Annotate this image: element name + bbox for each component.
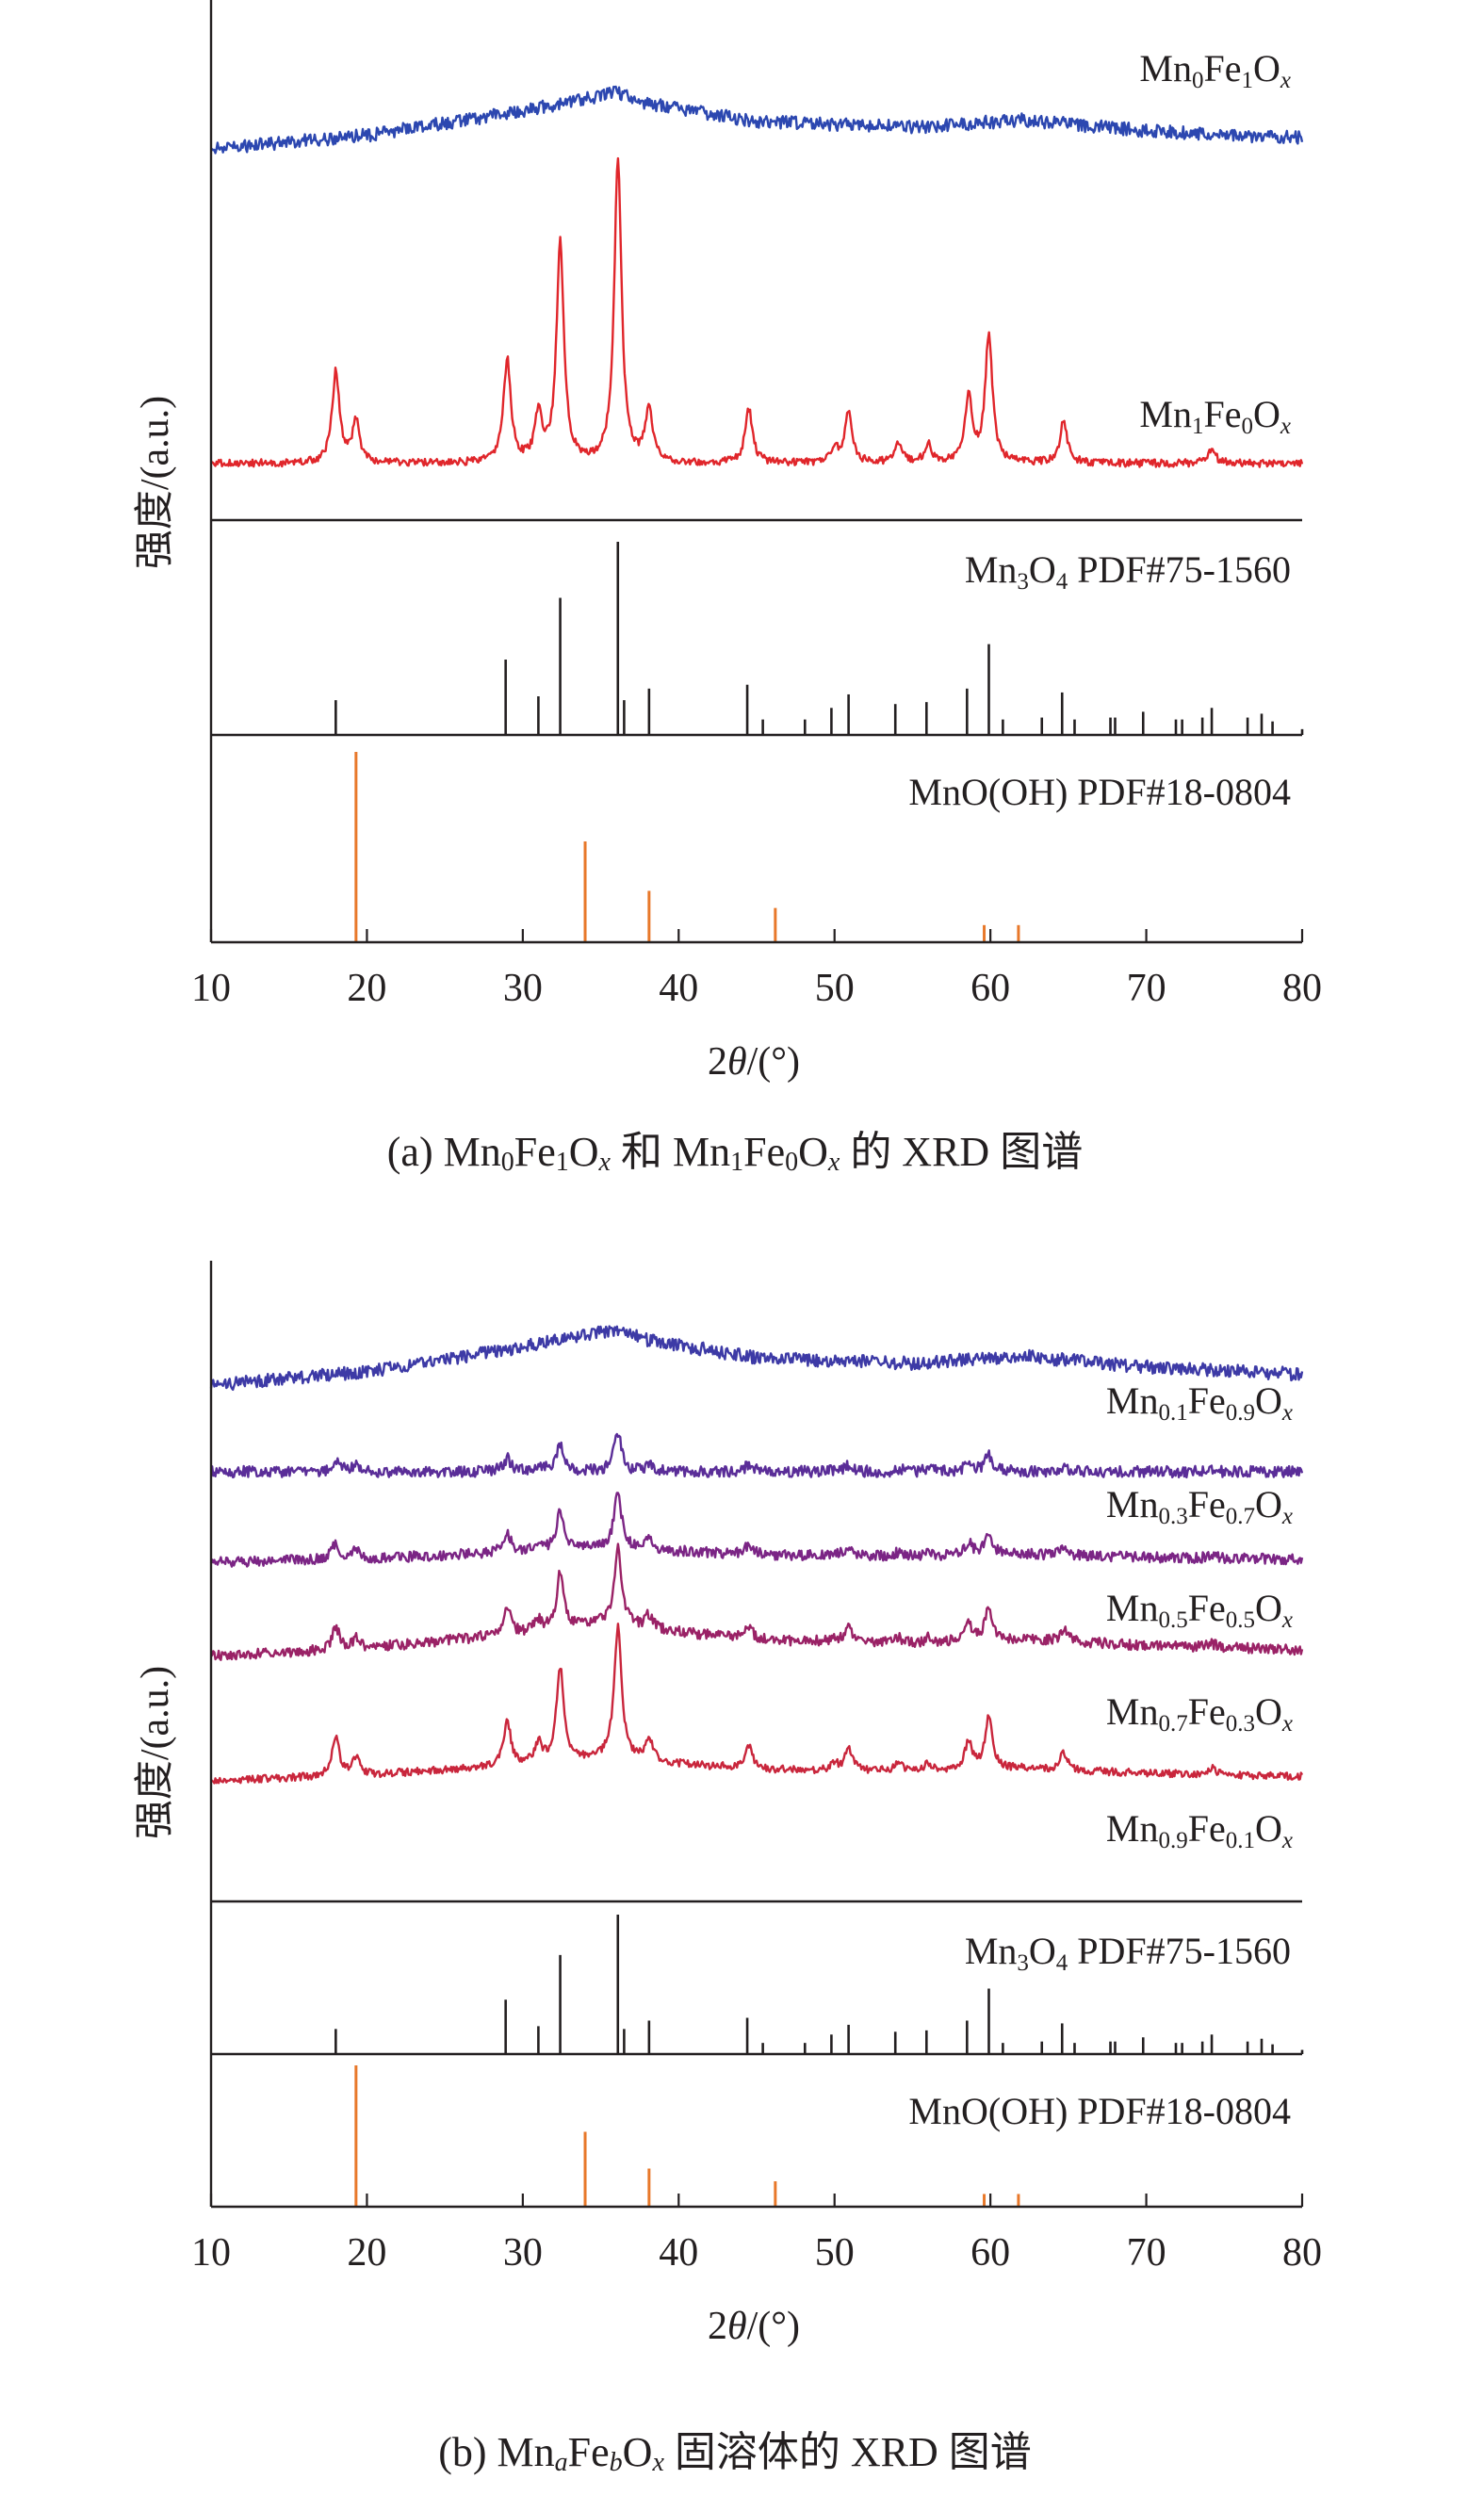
ref-label-mn3o4: Mn3O4 PDF#75-1560 (965, 548, 1291, 595)
panel-caption: (a) Mn0Fe1Ox 和 Mn1Fe0Ox 的 XRD 图谱 (387, 1129, 1083, 1177)
x-tick-label: 70 (1127, 2231, 1166, 2275)
panel-a: Mn0Fe1Ox Mn1Fe0Ox Mn3O4 PDF#75-1560 MnO(OH)… (134, 0, 1322, 1177)
x-tick-label: 60 (970, 967, 1010, 1010)
x-tick-label: 10 (191, 967, 231, 1010)
x-tick-label: 50 (815, 2231, 855, 2275)
x-tick-label: 70 (1127, 967, 1166, 1010)
series-label-Mn1Fe0Ox: Mn1Fe0Ox (1139, 393, 1291, 439)
x-tick-label: 80 (1282, 967, 1322, 1010)
x-axis-label: 2θ/(°) (708, 2305, 800, 2348)
ref-label-mnooh: MnO(OH) PDF#18-0804 (908, 2090, 1291, 2132)
series-label-Mn0.1Fe0.9Ox: Mn0.1Fe0.9Ox (1106, 1379, 1293, 1426)
x-tick-label: 40 (659, 967, 698, 1010)
x-tick-label: 20 (347, 2231, 386, 2275)
series-line-Mn0.9Fe0.1Ox (210, 1623, 1304, 1785)
series-label-Mn0.5Fe0.5Ox: Mn0.5Fe0.5Ox (1106, 1587, 1293, 1633)
y-axis-label: 强度/(a.u.) (134, 1666, 177, 1839)
panel-b: Mn0.1Fe0.9Ox Mn0.3Fe0.7Ox Mn0.5Fe0.5Ox Mn0.… (134, 1261, 1322, 2477)
ref-label-mn3o4: Mn3O4 PDF#75-1560 (965, 1930, 1291, 1976)
series-line-Mn0.5Fe0.5Ox (209, 1492, 1304, 1568)
x-tick-label: 40 (659, 2231, 698, 2275)
series-line-Mn1Fe0Ox (210, 156, 1304, 468)
x-tick-label: 50 (815, 967, 855, 1010)
series-label-Mn0Fe1Ox: Mn0Fe1Ox (1139, 47, 1291, 93)
x-tick-label: 20 (347, 967, 386, 1010)
x-axis-label: 2θ/(°) (708, 1040, 800, 1084)
series-label-Mn0.7Fe0.3Ox: Mn0.7Fe0.3Ox (1106, 1690, 1293, 1737)
x-tick-label: 10 (191, 2231, 231, 2275)
series-line-Mn0.1Fe0.9Ox (209, 1325, 1304, 1392)
series-label-Mn0.9Fe0.1Ox: Mn0.9Fe0.1Ox (1106, 1807, 1293, 1853)
series-line-Mn0.3Fe0.7Ox (210, 1432, 1304, 1479)
x-tick-label: 30 (503, 2231, 543, 2275)
ref-label-mnooh: MnO(OH) PDF#18-0804 (908, 771, 1291, 813)
panel-caption: (b) MnaFebOx 固溶体的 XRD 图谱 (438, 2429, 1032, 2477)
series-line-Mn0Fe1Ox (210, 85, 1304, 155)
series-label-Mn0.3Fe0.7Ox: Mn0.3Fe0.7Ox (1106, 1483, 1293, 1529)
series-line-Mn0.7Fe0.3Ox (210, 1542, 1304, 1661)
y-axis-label: 强度/(a.u.) (134, 396, 177, 569)
x-tick-label: 30 (503, 967, 543, 1010)
x-tick-label: 80 (1282, 2231, 1322, 2275)
x-tick-label: 60 (970, 2231, 1010, 2275)
